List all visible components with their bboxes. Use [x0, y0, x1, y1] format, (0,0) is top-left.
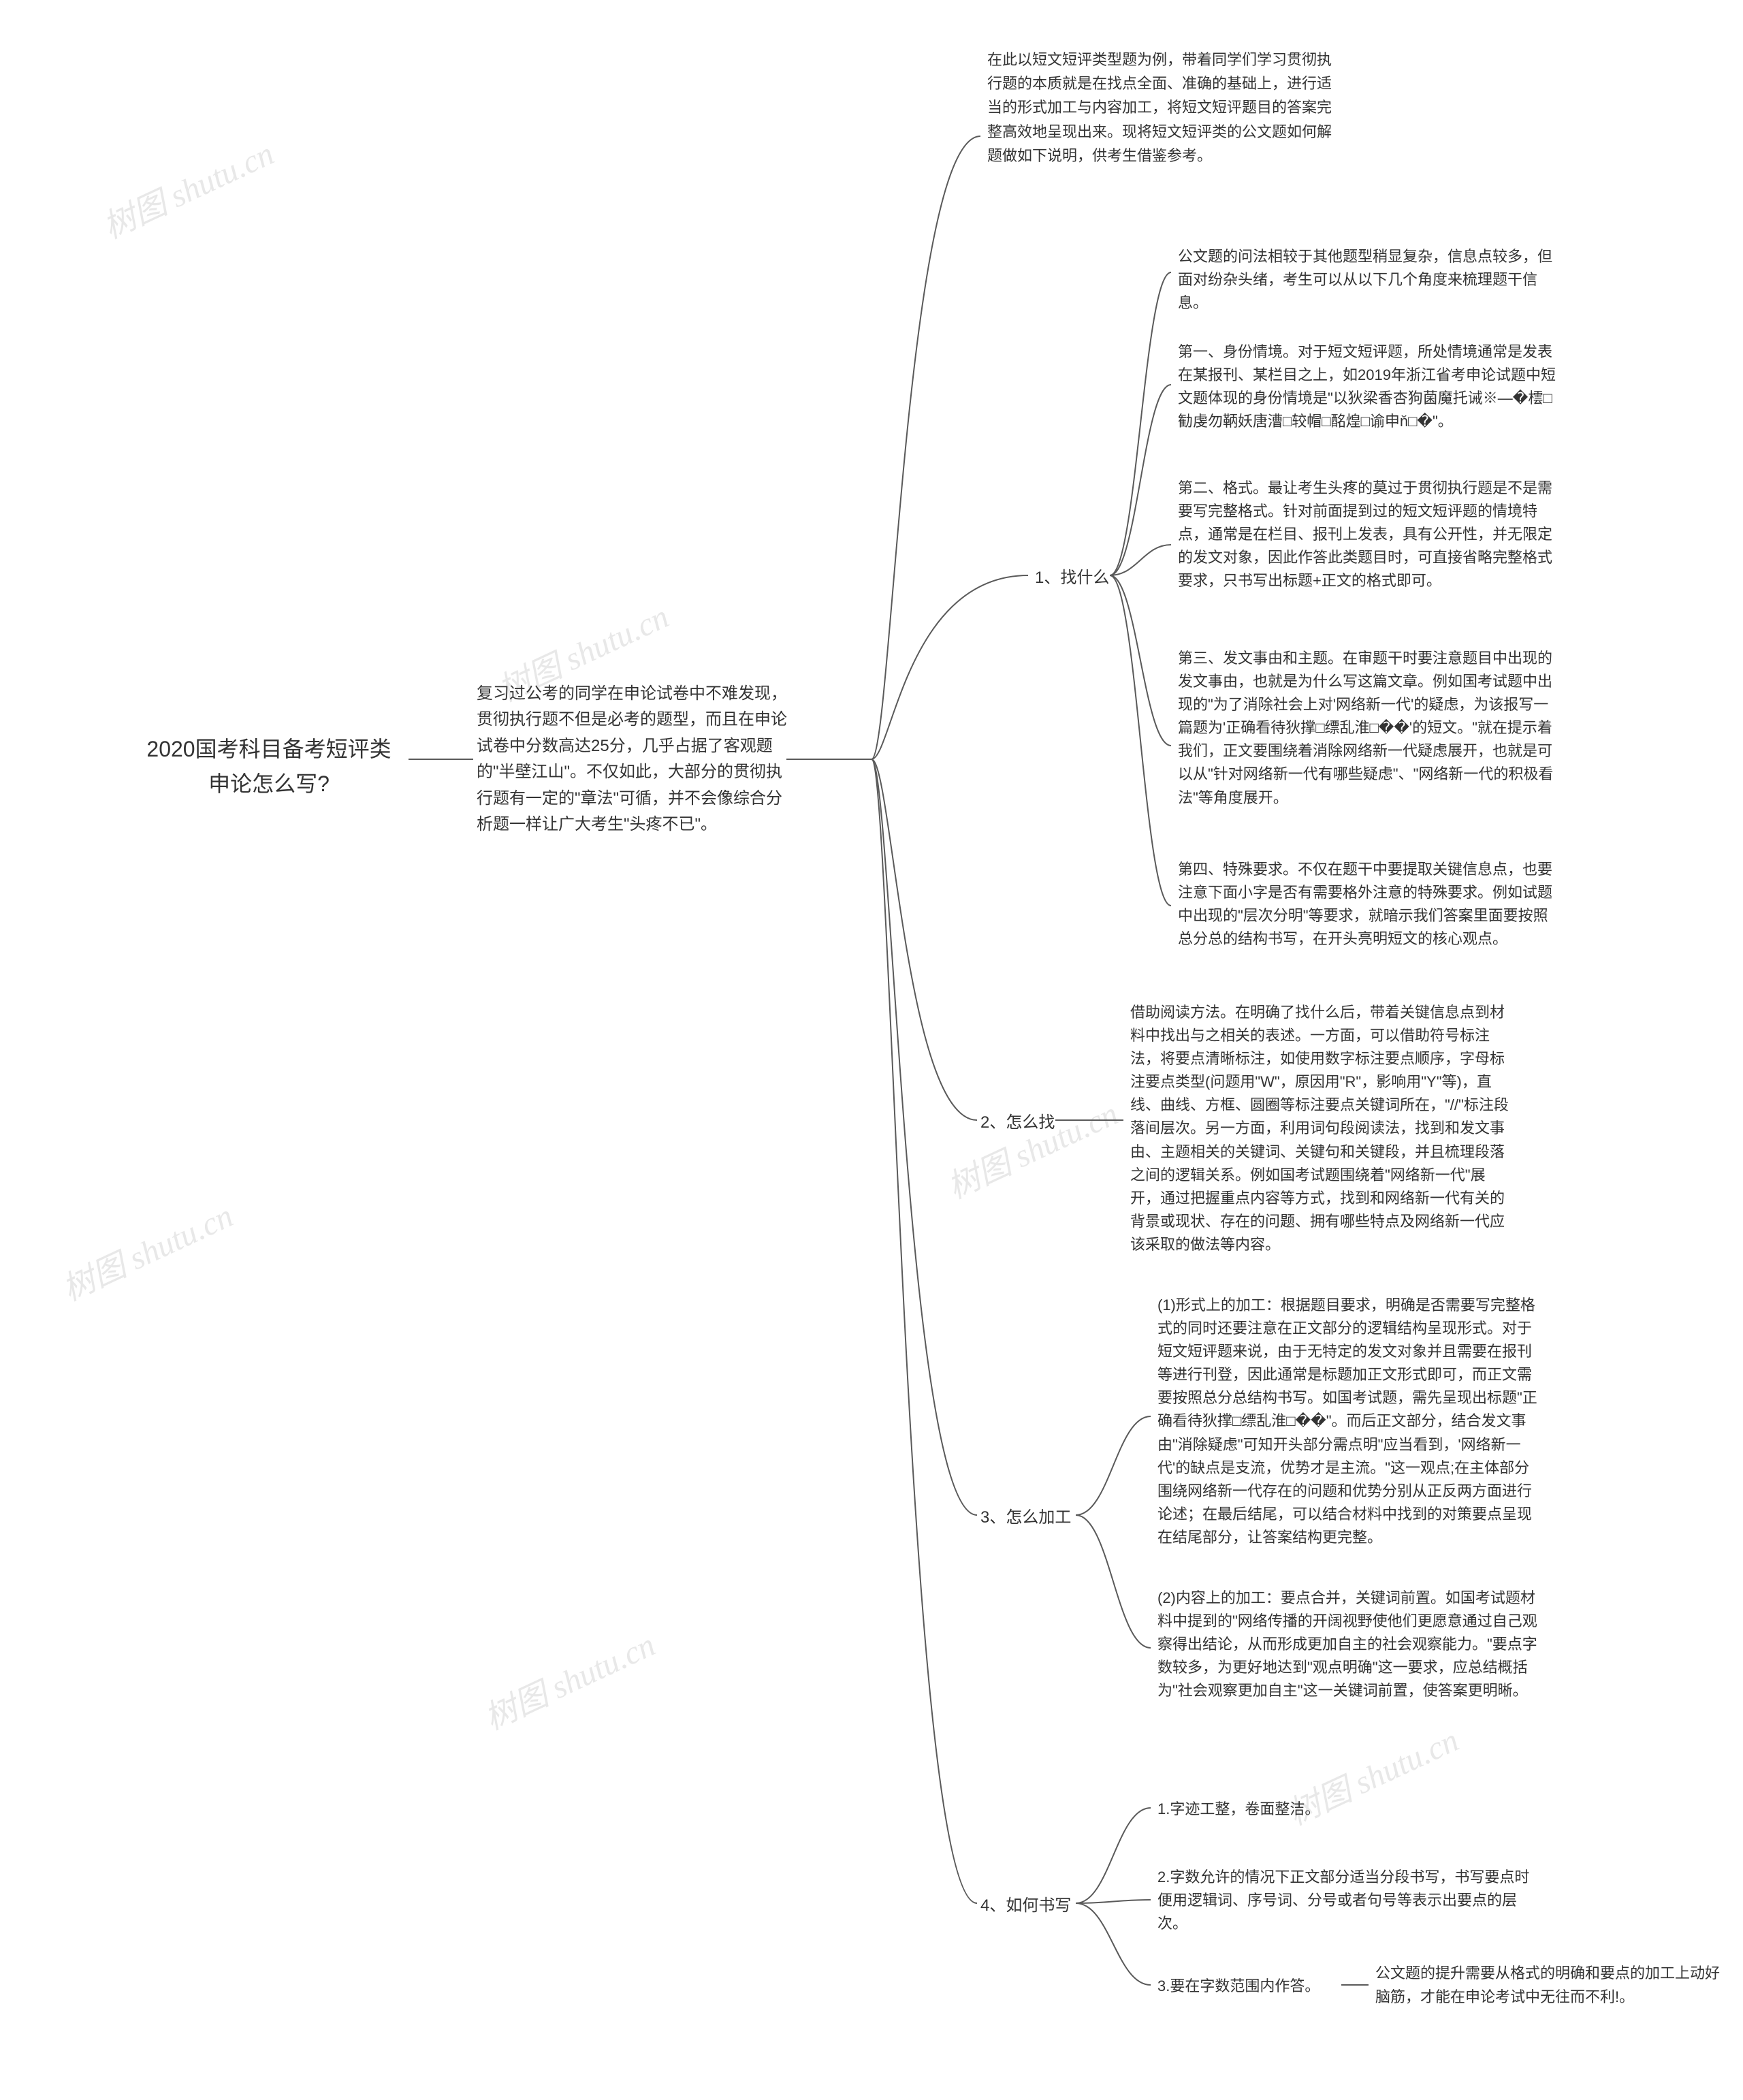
branch-1-item-4: 第三、发文事由和主题。在审题干时要注意题目中出现的发文事由，也就是为什么写这篇文…	[1178, 647, 1559, 810]
branch-1-label: 1、找什么	[1035, 565, 1109, 591]
watermark: 树图 shutu.cn	[938, 1087, 1125, 1207]
branch-2-label: 2、怎么找	[980, 1110, 1055, 1136]
branch-4-item-2: 2.字数允许的情况下正文部分适当分段书写，书写要点时便用逻辑词、序号词、分号或者…	[1157, 1866, 1539, 1935]
watermark: 树图 shutu.cn	[475, 1618, 662, 1738]
branch-2-content: 借助阅读方法。在明确了找什么后，带着关键信息点到材料中找出与之相关的表述。一方面…	[1130, 1001, 1512, 1256]
watermark: 树图 shutu.cn	[53, 1189, 240, 1309]
branch-4-item-1: 1.字迹工整，卷面整洁。	[1157, 1798, 1320, 1821]
branch-3-label: 3、怎么加工	[980, 1505, 1071, 1531]
branch-1-item-1: 公文题的问法相较于其他题型稍显复杂，信息点较多，但面对纷杂头绪，考生可以从以下几…	[1178, 245, 1559, 315]
branch-1-item-3: 第二、格式。最让考生头疼的莫过于贯彻执行题是不是需要写完整格式。针对前面提到过的…	[1178, 477, 1559, 592]
branch-1-item-5: 第四、特殊要求。不仅在题干中要提取关键信息点，也要注意下面小字是否有需要格外注意…	[1178, 858, 1559, 951]
branch-3-item-1: (1)形式上的加工：根据题目要求，明确是否需要写完整格式的同时还要注意在正文部分…	[1157, 1294, 1539, 1549]
level1-description: 复习过公考的同学在申论试卷中不难发现，贯彻执行题不但是必考的题型，而且在申论试卷…	[477, 681, 790, 838]
watermark: 树图 shutu.cn	[94, 127, 281, 247]
branch-3-item-2: (2)内容上的加工：要点合并，关键词前置。如国考试题材料中提到的"网络传播的开阔…	[1157, 1587, 1539, 1702]
root-node: 2020国考科目备考短评类 申论怎么写?	[129, 732, 409, 801]
branch-4-item-3-sub: 公文题的提升需要从格式的明确和要点的加工上动好脑筋，才能在申论考试中无往而不利!…	[1375, 1961, 1729, 2009]
branch-4-item-3: 3.要在字数范围内作答。	[1157, 1975, 1320, 1998]
branch-1-item-2: 第一、身份情境。对于短文短评题，所处情境通常是发表在某报刊、某栏目之上，如201…	[1178, 340, 1559, 433]
intro-text: 在此以短文短评类型题为例，带着同学们学习贯彻执行题的本质就是在找点全面、准确的基…	[987, 48, 1341, 168]
branch-4-label: 4、如何书写	[980, 1893, 1071, 1919]
mindmap-container: 树图 shutu.cn 树图 shutu.cn 树图 shutu.cn 树图 s…	[0, 0, 1743, 2100]
